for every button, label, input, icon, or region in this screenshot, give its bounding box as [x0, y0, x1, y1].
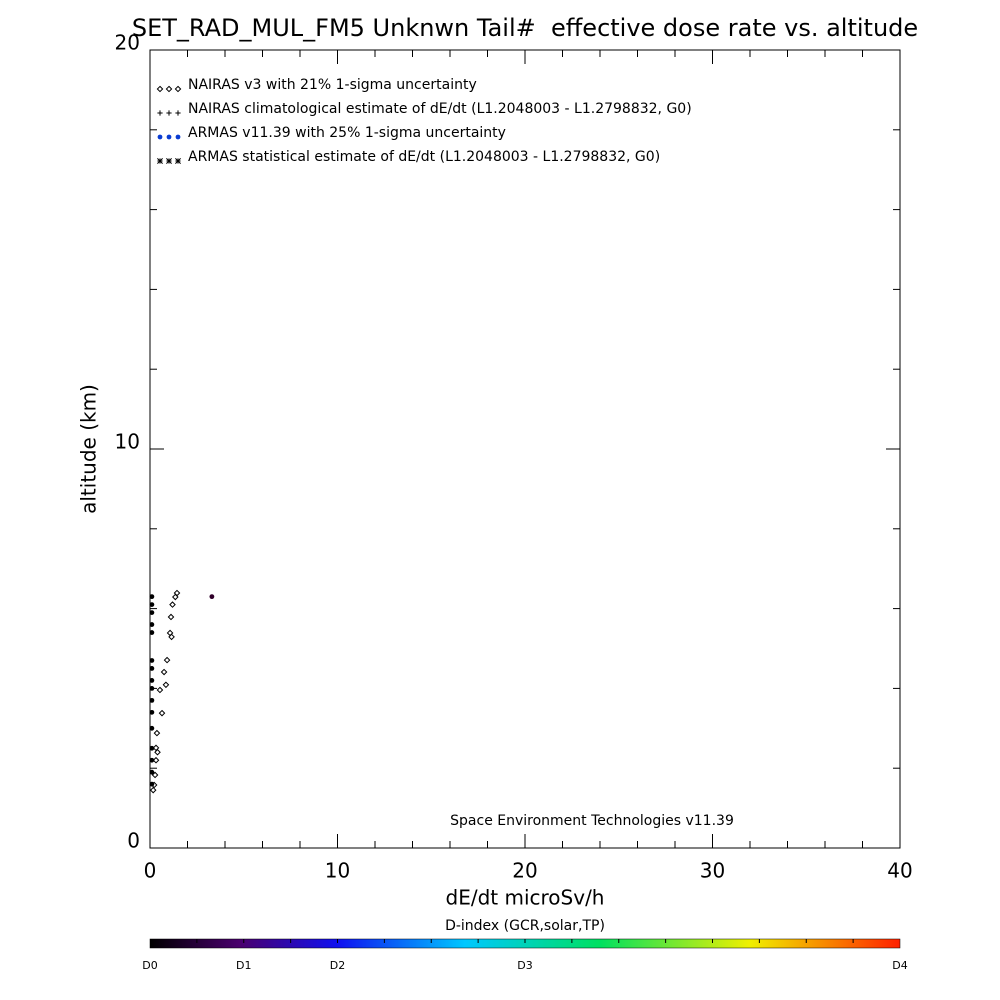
data-point [149, 602, 155, 608]
data-point [167, 613, 175, 621]
legend-marker [175, 158, 181, 164]
data-point [149, 678, 155, 683]
legend-label: NAIRAS climatological estimate of dE/dt … [188, 101, 692, 117]
x-tick-label: 20 [512, 859, 537, 883]
chart-title: SET_RAD_MUL_FM5 Unknwn Tail# effective d… [132, 14, 918, 42]
data-point [149, 697, 155, 703]
data-point [149, 658, 155, 663]
colorbar-label: D3 [517, 959, 532, 972]
data-point [149, 757, 155, 763]
data-point [149, 610, 155, 615]
data-point [172, 593, 179, 601]
y-tick-label: 0 [127, 829, 140, 853]
data-point [149, 686, 155, 691]
x-tick-label: 10 [325, 859, 350, 883]
data-point [149, 594, 155, 600]
data-point [153, 729, 161, 737]
data-point [149, 781, 155, 787]
colorbar-label: D4 [892, 959, 907, 972]
data-point [163, 656, 171, 664]
plot-frame [149, 49, 901, 849]
legend-marker [156, 85, 164, 93]
data-point [160, 668, 168, 676]
data-point [162, 681, 170, 689]
data-point [149, 709, 155, 715]
colorbar-label: D0 [142, 959, 157, 972]
legend-marker [166, 110, 172, 116]
legend-marker [175, 110, 181, 116]
y-axis-label: altitude (km) [77, 384, 101, 514]
x-tick-label: 40 [887, 859, 912, 883]
data-point [149, 666, 155, 671]
y-tick-label: 20 [115, 31, 140, 55]
legend-marker [166, 134, 172, 140]
x-tick-label: 0 [144, 859, 157, 883]
colorbar-label: D2 [330, 959, 345, 972]
data-point [149, 769, 155, 775]
data-point [149, 725, 155, 731]
legend-marker [157, 134, 163, 140]
data-point [209, 594, 215, 600]
legend-marker [174, 85, 182, 93]
data-point [152, 756, 160, 764]
data-point [154, 748, 161, 756]
data-point [149, 745, 155, 751]
x-axis-label: dE/dt microSv/h [446, 886, 605, 910]
colorbar-title: D-index (GCR,solar,TP) [445, 918, 605, 934]
data-point [149, 630, 155, 635]
data-point [158, 709, 166, 717]
legend-label: ARMAS v11.39 with 25% 1-sigma uncertaint… [188, 125, 506, 141]
legend-label: NAIRAS v3 with 21% 1-sigma uncertainty [188, 77, 477, 93]
legend-marker [157, 158, 163, 164]
legend-label: ARMAS statistical estimate of dE/dt (L1.… [188, 149, 660, 165]
data-point [149, 622, 155, 627]
data-point [149, 786, 157, 794]
legend-marker [157, 110, 163, 116]
legend-marker [165, 85, 173, 93]
data-point [169, 601, 176, 608]
data-point [156, 686, 164, 694]
x-tick-label: 30 [700, 859, 725, 883]
data-point [151, 771, 159, 779]
annotation: Space Environment Technologies v11.39 [450, 813, 734, 829]
legend-marker [166, 158, 172, 164]
data-point [168, 633, 175, 641]
legend-marker [175, 134, 181, 140]
colorbar-label: D1 [236, 959, 251, 972]
y-tick-label: 10 [115, 430, 140, 454]
